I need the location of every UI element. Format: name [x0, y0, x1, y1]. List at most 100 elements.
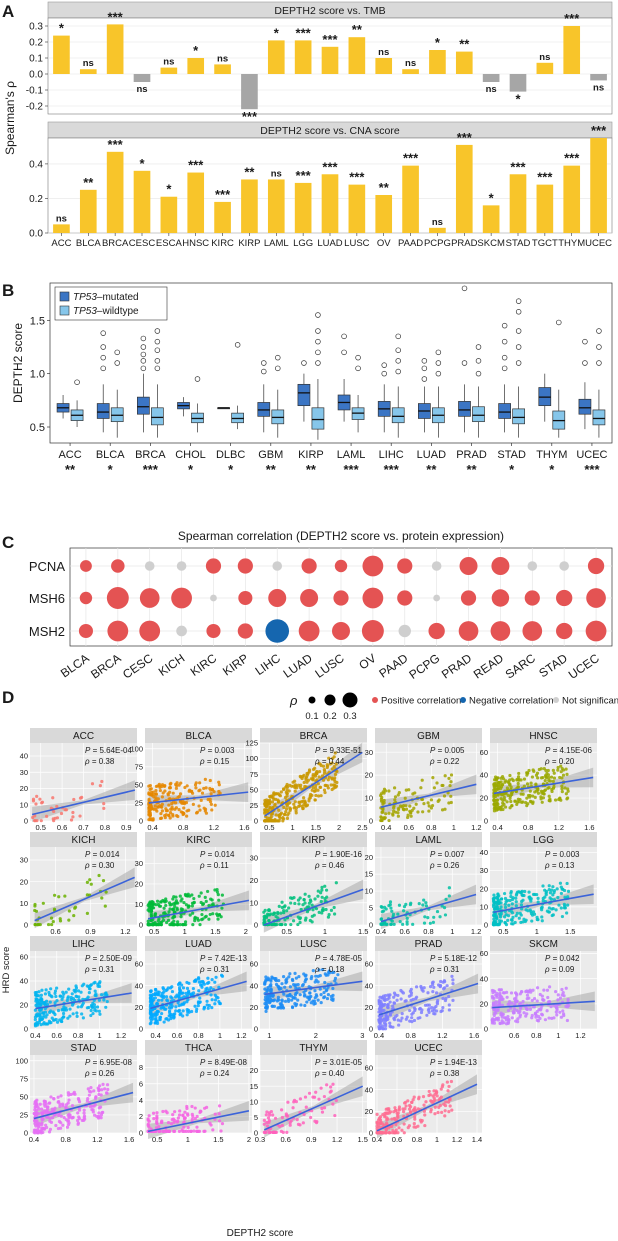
d-HNSC-point — [517, 771, 521, 776]
d-THYM-point — [281, 1130, 285, 1134]
d-STAD-point — [105, 1083, 110, 1087]
d-KIRC-rho-value: = 0.11 — [205, 861, 230, 870]
d-LUAD-point — [202, 1007, 206, 1011]
d-BRCA-ytick-label: 100 — [245, 754, 258, 763]
d-KIRC-point — [175, 906, 179, 910]
d-BRCA-point — [284, 807, 289, 811]
c-col-label-KIRC: KIRC — [188, 651, 220, 679]
d-HNSC-point — [560, 784, 564, 788]
d-HNSC-point — [531, 794, 535, 798]
d-KIRC-point — [150, 922, 154, 927]
d-HNSC-ytick-label: 60 — [480, 748, 488, 757]
d-SKCM-point — [509, 991, 514, 995]
d-LUSC-point — [285, 980, 289, 984]
d-LAML-point — [385, 922, 389, 926]
b-signif-LUAD: ** — [426, 462, 437, 477]
b-signif-LAML: *** — [343, 462, 359, 477]
d-THCA-point — [217, 1112, 221, 1116]
d-LIHC-point — [38, 1018, 42, 1022]
tmb-signif-TGCT: ns — [539, 52, 550, 63]
d-KICH-point — [49, 916, 54, 920]
d-LIHC-xtick-label: 0.4 — [30, 1031, 40, 1040]
d-LGG-point — [529, 910, 533, 914]
d-LIHC-point — [39, 1023, 43, 1027]
d-STAD-point — [97, 1092, 101, 1097]
d-KIRC-point — [200, 912, 204, 917]
d-LGG-point — [535, 892, 539, 897]
d-HNSC-rho-label: ρ = 0.20 — [544, 757, 575, 766]
d-PRAD-point — [397, 1023, 401, 1027]
d-KIRC-point — [146, 919, 150, 923]
d-KIRP-point — [320, 888, 324, 892]
d-UCEC-rho-label: ρ = 0.38 — [429, 1069, 460, 1078]
d-KIRC-point — [179, 907, 183, 911]
d-HNSC-point — [507, 778, 512, 782]
d-KICH-rho-sym: ρ — [84, 861, 90, 870]
d-KIRP-p-value: = 1.90E-16 — [320, 850, 362, 859]
d-BRCA-p-label: P = 9.33E-51 — [315, 746, 362, 755]
c-legend-size-label-0: 0.1 — [305, 711, 318, 722]
d-BRCA-point — [282, 787, 286, 791]
d-SKCM-point — [502, 991, 506, 995]
d-GBM-point — [443, 807, 447, 811]
d-KIRP-point — [290, 896, 294, 900]
d-SKCM-point — [518, 1006, 523, 1011]
d-KIRC-point — [199, 891, 203, 895]
d-GBM-point — [382, 787, 387, 791]
d-BRCA-point — [317, 794, 321, 798]
d-LIHC-point — [42, 1013, 46, 1017]
d-BLCA-point — [147, 812, 151, 816]
d-THYM-point — [265, 1110, 269, 1114]
d-GBM-p-sym: P — [430, 746, 436, 755]
d-HNSC-point — [496, 783, 500, 787]
d-THYM-point — [288, 1123, 292, 1127]
d-LGG-point — [540, 915, 544, 919]
d-LGG-point — [556, 895, 560, 900]
d-LGG-point — [566, 889, 571, 893]
d-LUAD-point — [205, 999, 209, 1003]
d-STAD-point — [97, 1114, 101, 1119]
d-KIRP-point — [319, 891, 323, 895]
d-HNSC-ytick-label: 0 — [484, 817, 488, 826]
d-BRCA-point — [334, 762, 338, 766]
d-LGG-point — [540, 919, 544, 923]
cna-signif-THYM: *** — [564, 151, 580, 166]
d-SKCM-point — [560, 993, 564, 997]
d-LUAD-point — [164, 1017, 168, 1021]
d-KICH-title: KICH — [72, 835, 96, 846]
d-SKCM-point — [500, 1003, 505, 1007]
d-KIRC-point — [190, 904, 194, 908]
d-KIRP-point — [274, 914, 278, 919]
d-KIRP-point — [310, 920, 314, 924]
d-BLCA-point — [198, 808, 202, 812]
d-GBM-title: GBM — [417, 731, 440, 742]
d-THYM-point — [312, 1095, 317, 1099]
d-LUSC-point — [264, 979, 268, 983]
d-LUSC-point — [322, 990, 326, 995]
d-BRCA-point — [305, 780, 309, 784]
d-THYM-point — [331, 1102, 335, 1106]
d-UCEC-point — [440, 1110, 444, 1115]
d-LGG-point — [544, 893, 548, 897]
d-KIRC-xtick-label: 2 — [244, 927, 248, 936]
d-PRAD-point — [388, 1013, 392, 1017]
tmb-signif-THYM: *** — [564, 11, 580, 26]
d-THCA-xtick-label: 1 — [186, 1135, 190, 1144]
d-THCA-ytick-label: 4 — [139, 1096, 143, 1105]
d-LUAD-point — [167, 1009, 172, 1013]
d-LUSC-point — [263, 1002, 267, 1006]
d-UCEC-point — [387, 1108, 391, 1112]
d-KIRC-point — [213, 888, 217, 892]
d-KIRP-point — [310, 903, 314, 907]
d-BLCA-ytick-label: 25 — [135, 799, 143, 808]
d-KIRP-point — [298, 920, 302, 925]
d-ACC-p-sym: P — [85, 746, 91, 755]
d-SKCM-point — [496, 1016, 501, 1020]
d-BLCA-point — [213, 803, 217, 807]
a-ylabel: Spearman's ρ — [3, 81, 17, 155]
d-HNSC-point — [501, 792, 506, 797]
d-PRAD-point — [380, 1008, 384, 1013]
d-SKCM-point — [535, 999, 539, 1003]
d-LGG-point — [496, 892, 500, 896]
d-ACC-xtick-label: 0.8 — [100, 823, 110, 832]
